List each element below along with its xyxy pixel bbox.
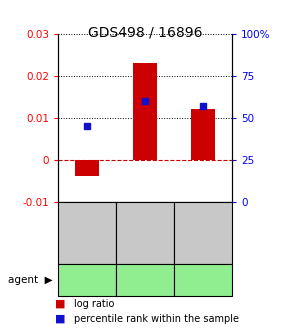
Bar — [133, 63, 157, 160]
Text: IFNg: IFNg — [75, 275, 99, 285]
Text: agent  ▶: agent ▶ — [8, 275, 52, 285]
Text: ■: ■ — [55, 299, 66, 309]
Text: TNFa: TNFa — [131, 275, 159, 285]
Text: IL4: IL4 — [195, 275, 211, 285]
Bar — [75, 160, 99, 176]
Text: GSM8749: GSM8749 — [82, 209, 92, 256]
Text: percentile rank within the sample: percentile rank within the sample — [74, 313, 239, 324]
Text: GDS498 / 16896: GDS498 / 16896 — [88, 25, 202, 39]
Text: ■: ■ — [55, 313, 66, 324]
Text: log ratio: log ratio — [74, 299, 114, 309]
Bar — [191, 109, 215, 160]
Text: GSM8759: GSM8759 — [198, 209, 208, 256]
Text: GSM8754: GSM8754 — [140, 209, 150, 256]
